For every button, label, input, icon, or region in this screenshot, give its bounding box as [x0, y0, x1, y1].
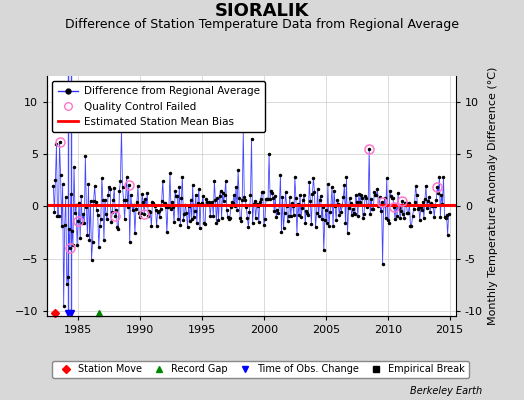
Y-axis label: Monthly Temperature Anomaly Difference (°C): Monthly Temperature Anomaly Difference (…	[488, 67, 498, 325]
Legend: Station Move, Record Gap, Time of Obs. Change, Empirical Break: Station Move, Record Gap, Time of Obs. C…	[52, 360, 469, 378]
Text: SIORALIK: SIORALIK	[215, 2, 309, 20]
Text: Berkeley Earth: Berkeley Earth	[410, 386, 482, 396]
Text: Difference of Station Temperature Data from Regional Average: Difference of Station Temperature Data f…	[65, 18, 459, 31]
